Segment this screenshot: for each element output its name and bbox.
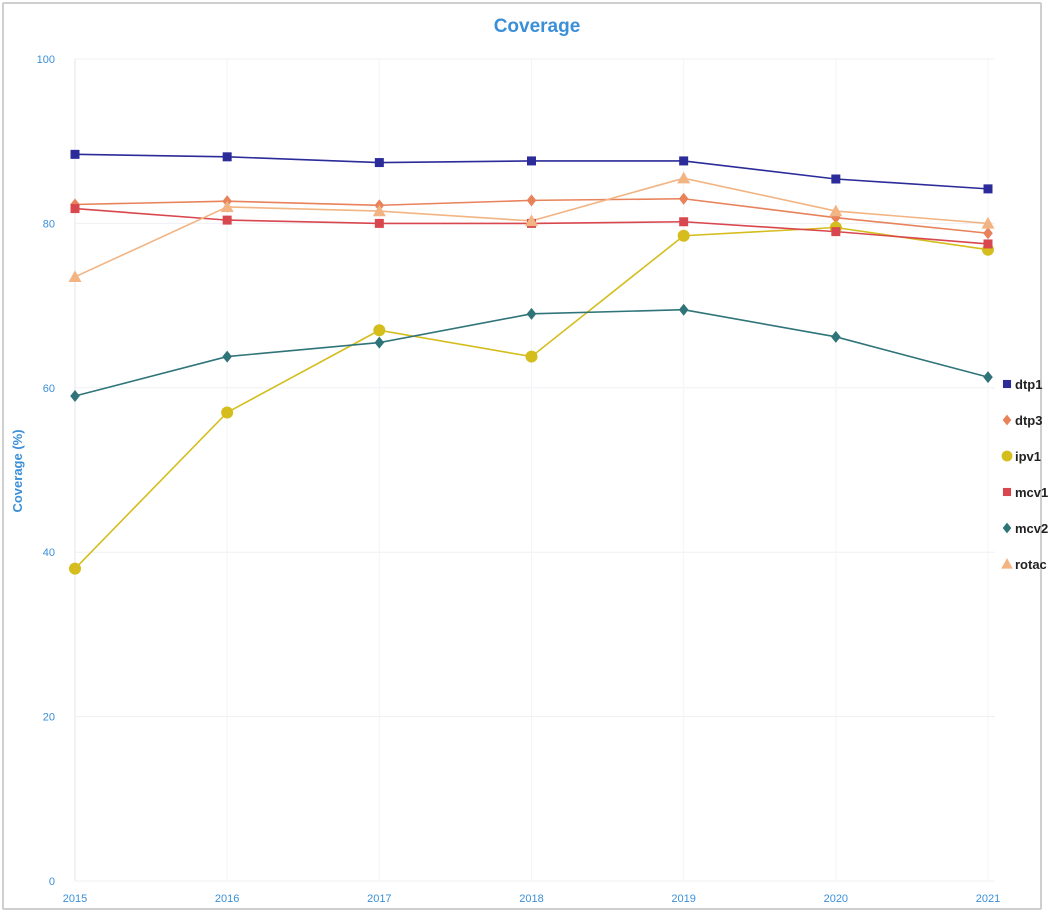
data-point-rotac	[372, 204, 386, 217]
data-point-ipv1	[221, 406, 234, 419]
legend-marker-dtp3	[1002, 414, 1012, 426]
y-tick-label: 0	[49, 876, 55, 888]
legend-label-mcv2: mcv2	[1015, 521, 1048, 536]
x-tick-label: 2020	[824, 893, 848, 905]
x-tick-label: 2021	[976, 893, 1000, 905]
y-tick-label: 80	[43, 218, 55, 230]
data-point-dtp3	[983, 227, 993, 240]
chart-frame	[2, 2, 1042, 910]
legend-marker-mcv2	[1002, 522, 1012, 534]
legend: dtp1 dtp3 ipv1 mcv1 mcv2 rotac	[1001, 377, 1048, 572]
data-point-dtp1	[983, 184, 993, 194]
data-point-dtp1	[679, 156, 689, 166]
data-point-ipv1	[69, 562, 81, 575]
data-point-mcv2	[526, 307, 537, 320]
x-axis-ticks: 2015 2016 2017 2018 2019 2020 2021	[63, 893, 1000, 905]
y-axis-ticks: 0 20 40 60 80 100	[37, 54, 55, 888]
data-point-dtp3	[526, 194, 537, 207]
data-point-dtp1	[527, 156, 536, 166]
data-point-dtp1	[70, 149, 80, 159]
legend-marker-ipv1	[1001, 450, 1013, 462]
y-tick-label: 40	[43, 547, 55, 559]
data-point-mcv2	[70, 390, 80, 403]
data-point-rotac	[525, 214, 538, 227]
data-point-mcv1	[222, 215, 232, 225]
data-point-dtp1	[222, 152, 232, 162]
data-point-dtp1	[374, 158, 384, 168]
data-point-mcv2	[983, 371, 993, 384]
x-tick-label: 2017	[367, 893, 391, 905]
chart-title: Coverage	[494, 16, 581, 37]
legend-marker-dtp1	[1002, 379, 1012, 389]
series-markers	[68, 149, 995, 575]
data-point-rotac	[981, 216, 995, 229]
data-point-rotac	[68, 270, 82, 283]
data-point-mcv2	[374, 336, 385, 349]
data-point-mcv2	[678, 303, 689, 316]
grid-lines	[74, 58, 995, 882]
x-tick-label: 2016	[215, 893, 239, 905]
data-point-mcv1	[983, 239, 993, 249]
data-point-ipv1	[373, 324, 386, 337]
data-point-ipv1	[677, 229, 690, 242]
y-tick-label: 100	[37, 54, 55, 66]
y-axis-label: Coverage (%)	[10, 429, 25, 512]
data-point-mcv2	[831, 330, 841, 343]
data-point-mcv1	[70, 204, 80, 214]
data-point-mcv2	[222, 350, 232, 363]
legend-label-dtp3: dtp3	[1015, 413, 1042, 428]
y-tick-label: 60	[43, 383, 55, 395]
legend-marker-mcv1	[1002, 487, 1012, 497]
legend-label-dtp1: dtp1	[1015, 377, 1042, 392]
data-point-ipv1	[525, 350, 538, 363]
legend-label-mcv1: mcv1	[1015, 485, 1048, 500]
data-point-rotac	[220, 200, 234, 213]
x-tick-label: 2018	[519, 893, 543, 905]
x-tick-label: 2015	[63, 893, 87, 905]
legend-marker-rotac	[1001, 558, 1013, 569]
legend-label-rotac: rotac	[1015, 557, 1047, 572]
x-tick-label: 2019	[671, 893, 695, 905]
y-tick-label: 20	[43, 712, 55, 724]
data-point-dtp3	[678, 192, 689, 205]
data-point-mcv1	[679, 217, 689, 227]
data-point-rotac	[677, 171, 691, 184]
legend-label-ipv1: ipv1	[1015, 449, 1041, 464]
data-point-rotac	[829, 204, 843, 217]
data-point-mcv1	[831, 227, 841, 237]
data-point-dtp1	[831, 174, 841, 184]
data-point-mcv1	[374, 218, 384, 228]
